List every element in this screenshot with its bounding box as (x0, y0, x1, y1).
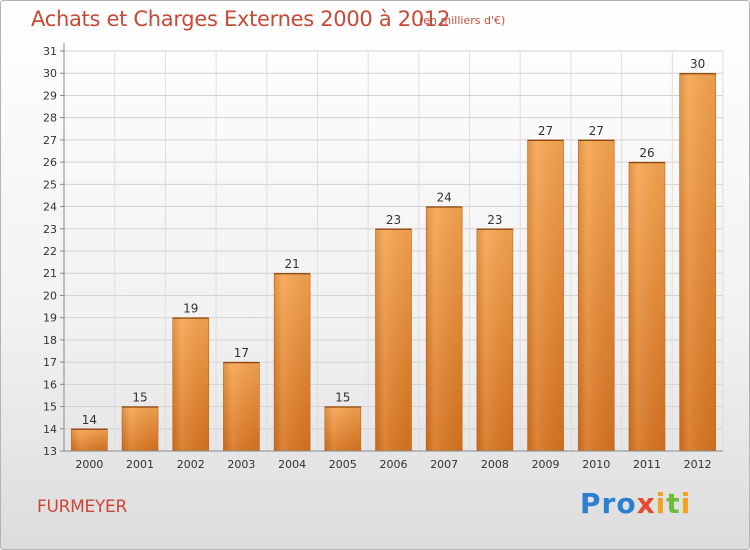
bar-shade (71, 428, 108, 451)
x-tick-label: 2010 (582, 458, 610, 471)
data-label: 27 (538, 124, 553, 138)
x-tick-label: 2001 (126, 458, 154, 471)
bar-shade (628, 162, 665, 451)
y-tick-label: 18 (43, 334, 57, 347)
y-tick-label: 15 (43, 401, 57, 414)
y-tick-label: 31 (43, 45, 57, 58)
x-tick-label: 2002 (177, 458, 205, 471)
y-tick-label: 27 (43, 134, 57, 147)
bar-shade (324, 406, 361, 451)
y-tick-label: 20 (43, 289, 57, 302)
x-tick-label: 2007 (430, 458, 458, 471)
x-tick-label: 2012 (684, 458, 712, 471)
chart-title: Achats et Charges Externes 2000 à 2012 (31, 7, 451, 31)
y-tick-label: 29 (43, 89, 57, 102)
x-tick-label: 2009 (532, 458, 560, 471)
x-tick-label: 2006 (380, 458, 408, 471)
data-label: 24 (437, 191, 452, 205)
y-tick-label: 30 (43, 67, 57, 80)
data-label: 19 (183, 302, 198, 316)
data-label: 15 (132, 391, 147, 405)
y-tick-label: 28 (43, 112, 57, 125)
x-tick-label: 2004 (278, 458, 306, 471)
data-label: 27 (589, 124, 604, 138)
unit-label: (en milliers d'€) (419, 14, 506, 27)
y-tick-label: 14 (43, 423, 57, 436)
bar-shade (375, 228, 412, 451)
bar-shade (426, 206, 463, 451)
data-label: 15 (335, 391, 350, 405)
y-tick-label: 24 (43, 201, 57, 214)
commune-name: FURMEYER (37, 497, 127, 517)
data-label: 26 (639, 146, 654, 160)
y-tick-label: 23 (43, 223, 57, 236)
bar-shade (223, 362, 260, 451)
y-tick-label: 25 (43, 178, 57, 191)
y-tick-label: 19 (43, 312, 57, 325)
data-label: 23 (487, 213, 502, 227)
x-tick-label: 2011 (633, 458, 661, 471)
y-tick-label: 26 (43, 156, 57, 169)
x-tick-label: 2008 (481, 458, 509, 471)
proxiti-logo[interactable]: Proxiti (580, 487, 692, 520)
bar-shade (172, 317, 209, 451)
bar-shade (122, 406, 159, 451)
bar-shade (476, 228, 513, 451)
bar-shade (679, 73, 716, 451)
data-label: 21 (284, 257, 299, 271)
data-label: 30 (690, 57, 705, 71)
x-tick-label: 2003 (227, 458, 255, 471)
bars: 14 15 19 17 21 15 23 24 23 27 27 26 30 (71, 57, 716, 452)
y-tick-label: 16 (43, 378, 57, 391)
bar-shade (578, 139, 615, 451)
x-tick-label: 2000 (75, 458, 103, 471)
y-tick-label: 17 (43, 356, 57, 369)
bar-shade (274, 273, 311, 451)
y-tick-label: 21 (43, 267, 57, 280)
y-tick-label: 13 (43, 445, 57, 458)
axes: 13 14 15 16 17 18 19 20 21 22 23 24 25 26 27 28 29 30 31 20… (43, 43, 723, 471)
y-tick-label: 22 (43, 245, 57, 258)
bar-shade (527, 139, 564, 451)
data-label: 23 (386, 213, 401, 227)
x-tick-label: 2005 (329, 458, 357, 471)
data-label: 17 (234, 346, 249, 360)
data-label: 14 (82, 413, 97, 427)
